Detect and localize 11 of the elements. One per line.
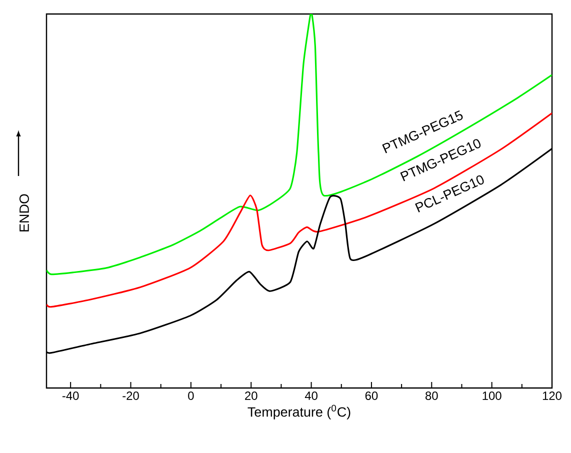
x-tick-label: 80 xyxy=(426,392,438,400)
x-tick-label: 120 xyxy=(542,392,562,400)
x-tick-label: -40 xyxy=(62,392,79,400)
x-axis-title: Temperature ($^{0}$C) xyxy=(248,404,350,420)
x-tick-label: 20 xyxy=(245,392,258,400)
y-axis-title: ENDO xyxy=(19,194,29,232)
x-tick-label: 0 xyxy=(188,392,194,400)
x-tick-label: -20 xyxy=(122,392,139,400)
x-tick-label: 60 xyxy=(365,392,378,400)
x-tick-label: 40 xyxy=(304,392,318,400)
x-tick-label: 100 xyxy=(482,392,502,400)
